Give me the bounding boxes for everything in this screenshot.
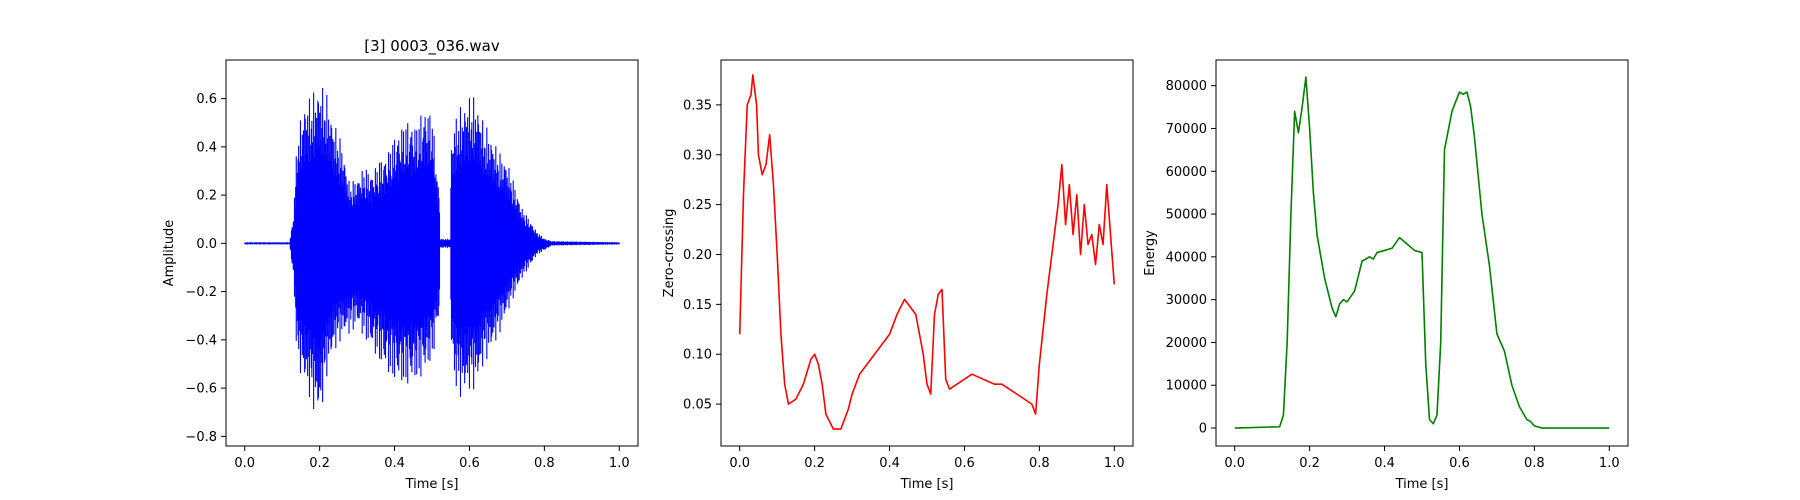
subplot-energy: 0 10000 20000 30000 40000 50000 60000 70000 8000… — [1143, 59, 1629, 492]
y-tick-label: 50000 — [1166, 208, 1207, 223]
x-axis: 0.0 0.2 0.4 0.6 0.8 1.0 — [1224, 446, 1620, 471]
x-tick-label: 0.4 — [384, 456, 405, 471]
y-tick-label: 0.15 — [683, 298, 712, 313]
y-axis-label: Zero-crossing — [662, 209, 677, 298]
x-tick-label: 1.0 — [1599, 456, 1620, 471]
y-tick-label: 0.0 — [196, 237, 217, 252]
x-tick-label: 0.0 — [234, 456, 255, 471]
y-tick-label: −0.4 — [185, 333, 217, 348]
x-tick-label: 0.2 — [804, 456, 825, 471]
x-tick-label: 0.6 — [954, 456, 975, 471]
axes-frame — [720, 59, 1134, 447]
x-tick-label: 1.0 — [609, 456, 630, 471]
plot-area — [244, 88, 620, 409]
x-tick-label: 0.4 — [1374, 456, 1395, 471]
y-tick-label: 30000 — [1166, 293, 1207, 308]
y-axis: 0 10000 20000 30000 40000 50000 60000 70000 8000… — [1166, 79, 1216, 437]
y-tick-label: 10000 — [1166, 379, 1207, 394]
y-tick-label: 40000 — [1166, 250, 1207, 265]
y-tick-label: 0.05 — [683, 398, 712, 413]
y-tick-label: 0.10 — [683, 348, 712, 363]
plot-area — [1234, 76, 1610, 429]
x-tick-label: 0.8 — [1029, 456, 1050, 471]
x-tick-label: 1.0 — [1104, 456, 1125, 471]
y-axis: 0.05 0.10 0.15 0.20 0.25 0.30 0.35 — [683, 98, 721, 413]
x-tick-label: 0.0 — [1224, 456, 1245, 471]
y-tick-label: 0.35 — [683, 98, 712, 113]
x-tick-label: 0.8 — [1524, 456, 1545, 471]
series-line — [1234, 76, 1610, 429]
series-line — [244, 88, 620, 409]
subplot-zero-crossing: 0.050.100.150.200.250.300.35 0.0 0.2 0.4 0.… — [662, 59, 1134, 492]
x-tick-label: 0.2 — [309, 456, 330, 471]
x-tick-label: 0.8 — [534, 456, 555, 471]
x-tick-label: 0.4 — [879, 456, 900, 471]
y-axis: −0.8 −0.6 −0.4 −0.2 0.0 0.2 0.4 0.6 — [185, 92, 226, 445]
y-tick-label: 0.4 — [196, 140, 217, 155]
y-tick-label: 70000 — [1166, 122, 1207, 137]
plot-area — [738, 74, 1116, 430]
y-tick-label: 60000 — [1166, 165, 1207, 180]
x-axis-label: Time [s] — [900, 477, 954, 492]
x-tick-label: 0.0 — [729, 456, 750, 471]
y-tick-label: 20000 — [1166, 336, 1207, 351]
y-axis-label: Amplitude — [162, 220, 177, 287]
axes-frame — [225, 59, 639, 447]
y-tick-label: 0.2 — [196, 189, 217, 204]
x-axis: 0.0 0.2 0.4 0.6 0.8 1.0 — [234, 446, 630, 471]
y-tick-label: 80000 — [1166, 79, 1207, 94]
y-tick-label: 0 — [1199, 422, 1207, 437]
axes-frame — [1215, 59, 1629, 447]
x-tick-label: 0.6 — [459, 456, 480, 471]
y-tick-label: 0.30 — [683, 148, 712, 163]
y-tick-label: 0.20 — [683, 248, 712, 263]
x-tick-label: 0.6 — [1449, 456, 1470, 471]
y-tick-label: 0.25 — [683, 198, 712, 213]
x-axis: 0.0 0.2 0.4 0.6 0.8 1.0 — [729, 446, 1125, 471]
x-axis-label: Time [s] — [405, 477, 459, 492]
y-tick-label: −0.8 — [185, 430, 217, 445]
subplot-amplitude: [3] 0003_036.wav −0.8−0.6−0.4−0.20.00.20… — [162, 37, 639, 492]
y-tick-label: −0.2 — [185, 285, 217, 300]
x-axis-label: Time [s] — [1395, 477, 1449, 492]
y-axis-label: Energy — [1143, 230, 1158, 276]
chart-title: [3] 0003_036.wav — [364, 37, 500, 56]
series-line — [738, 74, 1116, 430]
y-tick-label: 0.6 — [196, 92, 217, 107]
y-tick-label: −0.6 — [185, 382, 217, 397]
x-tick-label: 0.2 — [1299, 456, 1320, 471]
